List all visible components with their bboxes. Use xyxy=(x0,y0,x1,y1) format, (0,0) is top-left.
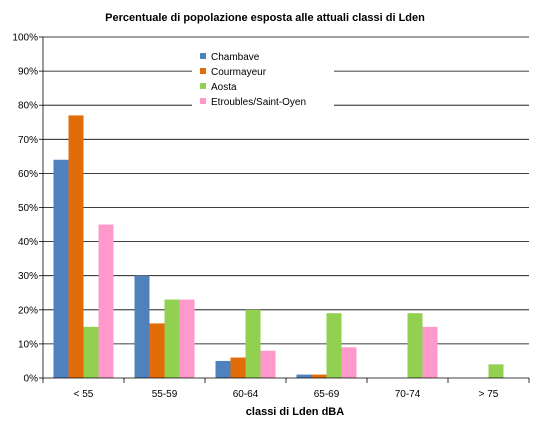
bar xyxy=(98,224,114,378)
legend-background xyxy=(192,45,334,112)
bar xyxy=(296,374,312,378)
x-axis-title: classi di Lden dBA xyxy=(246,406,344,418)
bar xyxy=(179,299,195,378)
bar xyxy=(422,326,438,378)
legend-swatch xyxy=(200,53,206,59)
y-tick-label: 100% xyxy=(12,33,38,44)
x-tick-label: > 75 xyxy=(479,389,499,400)
bar xyxy=(488,364,504,378)
y-tick-label: 20% xyxy=(18,305,38,316)
y-tick-label: 80% xyxy=(18,101,38,112)
x-tick-label: < 55 xyxy=(74,389,94,400)
x-tick-label: 70-74 xyxy=(395,389,421,400)
legend-swatch xyxy=(200,83,206,89)
bar xyxy=(407,313,423,378)
bar xyxy=(230,357,246,378)
bar xyxy=(326,313,342,378)
x-tick-labels: < 55 55-59 60-64 65-69 70-74 > 75 xyxy=(74,389,499,400)
bar xyxy=(245,309,261,378)
legend: Chambave Courmayeur Aosta Etroubles/Saint-O… xyxy=(192,45,334,112)
legend-label: Etroubles/Saint-Oyen xyxy=(211,97,306,108)
bar xyxy=(53,159,69,378)
bars xyxy=(53,115,504,379)
y-tick-label: 10% xyxy=(18,339,38,350)
legend-label: Aosta xyxy=(211,82,237,93)
x-tick-label: 55-59 xyxy=(152,389,178,400)
bar xyxy=(164,299,180,378)
y-tick-labels: 0% 10% 20% 30% 40% 50% 60% 70% 80% 90% 100% xyxy=(12,33,38,385)
x-tick-label: 65-69 xyxy=(314,389,340,400)
axes xyxy=(39,36,530,383)
y-tick-label: 0% xyxy=(24,374,39,385)
chart-title: Percentuale di popolazione esposta alle … xyxy=(105,12,425,24)
x-tick-label: 60-64 xyxy=(233,389,259,400)
bar xyxy=(134,275,150,378)
bar xyxy=(341,347,357,378)
legend-label: Chambave xyxy=(211,52,260,63)
bar xyxy=(68,115,84,379)
bar xyxy=(311,374,327,378)
y-tick-label: 60% xyxy=(18,169,38,180)
y-tick-label: 70% xyxy=(18,135,38,146)
y-tick-label: 90% xyxy=(18,67,38,78)
bar xyxy=(149,323,165,378)
y-tick-label: 40% xyxy=(18,237,38,248)
y-tick-label: 50% xyxy=(18,203,38,214)
legend-swatch xyxy=(200,98,206,104)
legend-swatch xyxy=(200,68,206,74)
legend-label: Courmayeur xyxy=(211,67,267,78)
bar xyxy=(215,360,231,378)
bar xyxy=(260,350,276,378)
y-tick-label: 30% xyxy=(18,271,38,282)
bar xyxy=(83,326,99,378)
